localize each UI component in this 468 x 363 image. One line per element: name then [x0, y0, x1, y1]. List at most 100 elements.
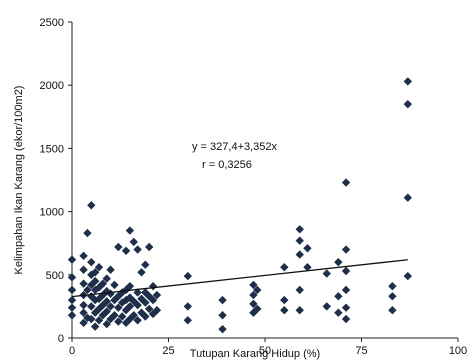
data-point — [249, 280, 258, 290]
data-point — [322, 302, 331, 311]
data-point — [94, 304, 104, 314]
data-point — [403, 271, 413, 281]
data-point — [67, 303, 77, 312]
y-tick-label: 1500 — [40, 143, 64, 155]
data-point — [102, 319, 111, 329]
data-point — [102, 297, 111, 306]
data-point — [148, 309, 158, 319]
data-point — [133, 316, 142, 325]
data-point — [141, 312, 150, 321]
data-point — [110, 311, 119, 320]
data-point — [102, 307, 111, 316]
data-point — [110, 280, 119, 290]
y-tick-label: 2500 — [40, 17, 64, 29]
data-point — [403, 193, 413, 202]
data-point — [67, 295, 77, 305]
data-point — [125, 226, 135, 235]
data-points — [67, 77, 413, 334]
data-point — [90, 322, 100, 331]
data-point — [67, 285, 77, 295]
data-point — [141, 298, 150, 307]
data-point — [341, 266, 351, 276]
data-point — [79, 308, 88, 317]
data-point — [388, 281, 397, 291]
data-point — [253, 304, 262, 314]
data-point — [388, 305, 397, 315]
data-point — [295, 285, 304, 295]
data-point — [334, 308, 343, 317]
data-point — [87, 201, 96, 210]
data-point — [303, 244, 312, 253]
data-point — [341, 285, 351, 295]
x-tick-group: 0 25 50 75 100 — [69, 338, 467, 357]
data-point — [90, 268, 100, 277]
data-point — [94, 294, 104, 304]
data-point — [98, 279, 108, 288]
correlation-label: r = 0,3256 — [202, 159, 252, 171]
data-point — [341, 178, 351, 187]
data-point — [114, 242, 123, 252]
data-point — [87, 257, 96, 267]
data-point — [280, 263, 289, 272]
x-tick-label: 100 — [449, 345, 467, 357]
x-tick-label: 75 — [355, 345, 367, 357]
data-point — [218, 324, 227, 334]
data-point — [218, 311, 227, 320]
y-tick-label: 0 — [58, 333, 64, 345]
x-axis-title: Tutupan Karang Hidup (%) — [190, 348, 320, 360]
data-point — [129, 237, 138, 247]
y-tick-label: 2000 — [40, 80, 64, 92]
data-point — [388, 292, 397, 301]
y-tick-group: 0 500 1000 1500 2000 2500 — [40, 17, 72, 345]
data-point — [295, 250, 304, 259]
data-point — [79, 279, 88, 288]
y-axis-title: Kelimpahan Ikan Karang (ekor/100m2) — [13, 86, 25, 275]
data-point — [280, 305, 289, 315]
y-tick-label: 500 — [46, 270, 64, 282]
data-point — [106, 265, 115, 274]
data-point — [133, 288, 142, 297]
data-point — [183, 271, 192, 281]
data-point — [106, 314, 115, 324]
data-point — [403, 77, 413, 86]
data-point — [79, 300, 88, 310]
data-point — [334, 292, 343, 301]
data-point — [114, 303, 123, 312]
data-point — [79, 318, 88, 328]
data-point — [133, 245, 142, 254]
data-point — [67, 255, 77, 264]
data-point — [341, 245, 351, 254]
data-point — [133, 300, 142, 310]
data-point — [152, 305, 162, 315]
data-point — [67, 311, 77, 320]
data-point — [334, 257, 343, 267]
data-point — [249, 290, 258, 300]
data-point — [117, 312, 127, 321]
data-point — [87, 314, 96, 324]
data-point — [125, 281, 135, 291]
data-point — [106, 302, 115, 311]
x-tick-label: 50 — [259, 345, 271, 357]
data-point — [141, 288, 150, 297]
data-point — [94, 283, 104, 292]
data-point — [79, 265, 88, 274]
data-point — [295, 225, 304, 234]
data-point — [121, 246, 131, 255]
data-point — [106, 289, 115, 298]
data-point — [137, 268, 146, 277]
data-point — [183, 316, 192, 325]
data-point — [141, 260, 150, 269]
equation-label: y = 327,4+3,352x — [192, 141, 278, 153]
data-point — [67, 273, 77, 282]
data-point — [295, 305, 304, 315]
data-point — [87, 302, 96, 311]
data-point — [83, 285, 92, 295]
data-point — [94, 316, 104, 325]
data-point — [183, 302, 192, 311]
data-point — [280, 295, 289, 305]
data-point — [303, 263, 312, 272]
data-point — [83, 228, 92, 238]
data-point — [125, 302, 135, 311]
trendline — [71, 259, 408, 298]
